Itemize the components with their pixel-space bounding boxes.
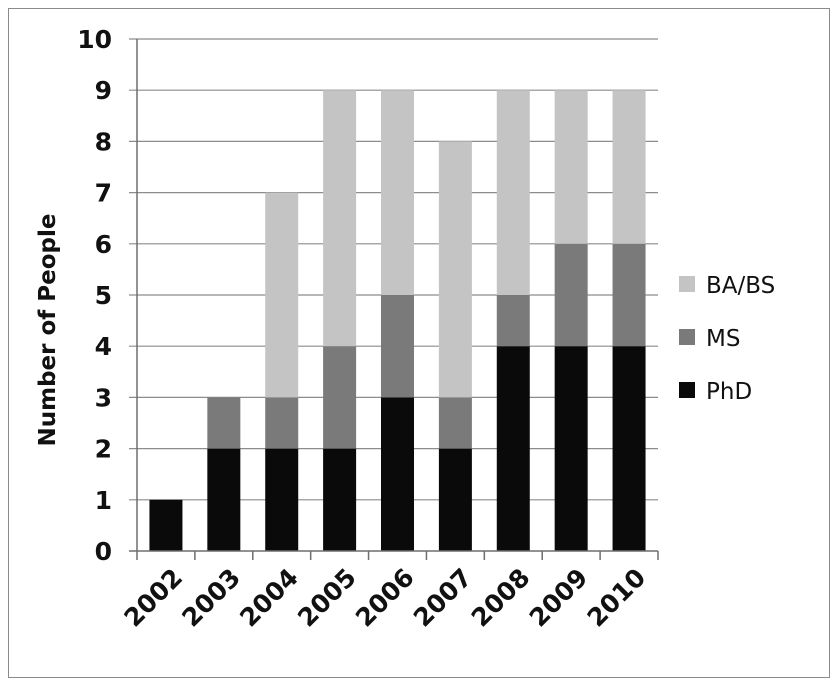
bar-ms-2008 [496, 295, 530, 347]
bar-phd-2002 [149, 499, 183, 551]
bar-phd-2008 [496, 346, 530, 551]
y-tick-label: 2 [95, 435, 112, 464]
bars [149, 90, 646, 551]
x-tick-label: 2007 [408, 563, 478, 633]
bar-ms-2004 [265, 397, 299, 449]
axes [129, 39, 659, 560]
y-tick-label: 0 [95, 537, 112, 566]
bar-ba-bs-2006 [381, 90, 414, 295]
bar-ms-2003 [207, 397, 241, 449]
bar-ba-bs-2008 [496, 90, 530, 295]
y-axis-title: Number of People [35, 213, 61, 446]
y-tick-label: 4 [95, 332, 112, 361]
legend: BA/BS MS PhD [679, 273, 775, 405]
y-tick-label: 10 [77, 25, 112, 54]
bar-ms-2007 [438, 397, 472, 449]
legend-label: MS [706, 326, 740, 352]
y-tick-label: 8 [95, 127, 112, 156]
bar-phd-2005 [323, 448, 357, 551]
bar-phd-2007 [438, 448, 472, 551]
bar-phd-2010 [612, 346, 646, 551]
x-tick-label: 2005 [292, 563, 362, 633]
legend-label: PhD [706, 379, 752, 405]
bar-phd-2006 [381, 397, 414, 551]
legend-swatch-ba-bs [679, 276, 695, 292]
x-tick-label: 2008 [466, 563, 536, 633]
legend-swatch-phd [679, 382, 695, 398]
bar-phd-2003 [207, 448, 241, 551]
y-tick-label: 6 [95, 230, 112, 259]
bar-phd-2004 [265, 448, 299, 551]
bar-ms-2009 [554, 243, 588, 347]
bar-phd-2009 [554, 346, 588, 551]
bar-ba-bs-2004 [265, 192, 299, 398]
bar-ms-2006 [381, 295, 414, 398]
bar-ms-2005 [323, 346, 357, 449]
x-tick-label: 2010 [582, 563, 652, 633]
y-tick-label: 7 [95, 179, 112, 208]
bar-ba-bs-2005 [323, 90, 357, 347]
x-tick-label: 2003 [176, 563, 246, 633]
y-tick-labels: 0 1 2 3 4 5 6 7 8 9 10 [77, 25, 112, 566]
x-tick-label: 2009 [524, 563, 594, 633]
x-tick-label: 2002 [118, 563, 188, 633]
bar-ba-bs-2009 [554, 90, 588, 244]
y-tick-label: 1 [95, 486, 112, 515]
x-tick-label: 2006 [350, 563, 420, 633]
legend-label: BA/BS [706, 273, 775, 299]
y-tick-label: 9 [95, 76, 112, 105]
x-tick-label: 2004 [234, 563, 304, 633]
legend-swatch-ms [679, 329, 695, 345]
y-tick-label: 5 [95, 281, 112, 310]
bar-ba-bs-2010 [612, 90, 646, 244]
bar-ba-bs-2007 [438, 141, 472, 398]
y-tick-label: 3 [95, 383, 112, 412]
bar-ms-2010 [612, 243, 646, 347]
